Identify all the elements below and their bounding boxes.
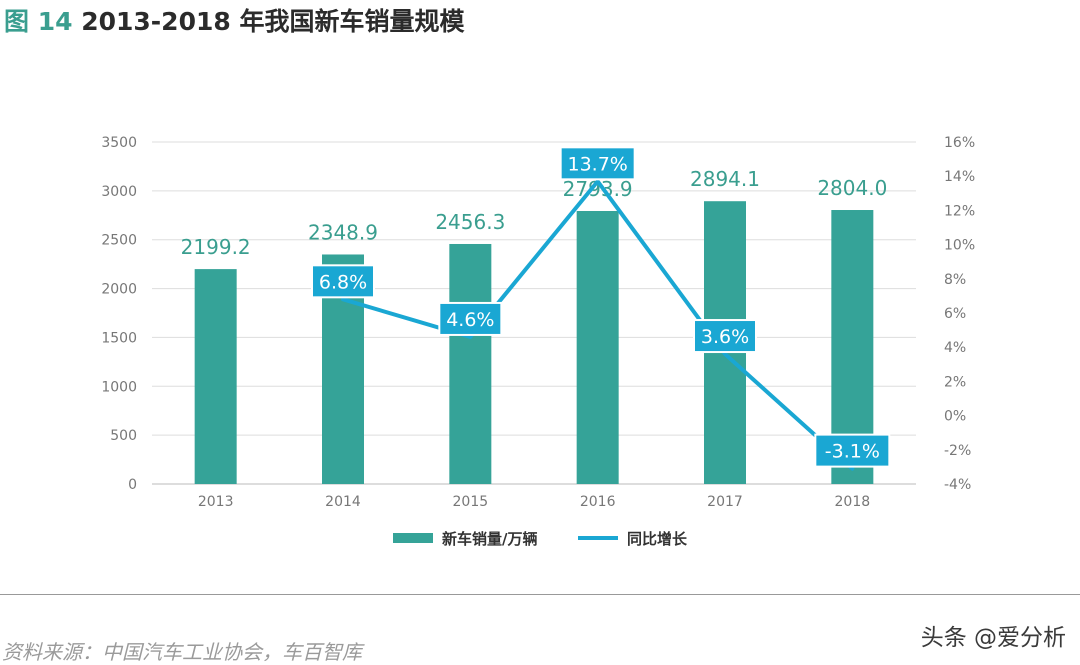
y-right-tick-label: 16% bbox=[944, 135, 975, 151]
title-text: 2013-2018 年我国新车销量规模 bbox=[81, 7, 465, 36]
bar-value-label: 2894.1 bbox=[690, 167, 760, 191]
x-tick-label: 2013 bbox=[198, 494, 234, 510]
growth-label-box bbox=[814, 433, 891, 468]
y-left-tick-label: 2000 bbox=[101, 282, 137, 298]
y-right-tick-label: 0% bbox=[944, 409, 966, 425]
watermark: 头条 @爱分析 bbox=[920, 625, 1066, 651]
bar bbox=[576, 210, 619, 484]
x-tick-label: 2017 bbox=[707, 494, 743, 510]
chart-title: 图 14 2013-2018 年我国新车销量规模 bbox=[4, 2, 464, 38]
x-tick-label: 2016 bbox=[580, 494, 616, 510]
y-right-tick-label: 10% bbox=[944, 238, 975, 254]
y-left-tick-label: 1500 bbox=[101, 330, 137, 346]
y-right-tick-label: 14% bbox=[944, 169, 975, 185]
growth-label: -3.1% bbox=[825, 441, 880, 463]
y-right-tick-label: 12% bbox=[944, 203, 975, 219]
x-tick-label: 2014 bbox=[325, 494, 361, 510]
y-right-tick-label: 4% bbox=[944, 340, 966, 356]
figure-number: 图 14 bbox=[4, 7, 73, 36]
bar-value-label: 2348.9 bbox=[308, 220, 378, 244]
divider bbox=[0, 594, 1080, 595]
growth-label-box bbox=[559, 146, 636, 181]
legend-bar-swatch bbox=[393, 533, 433, 543]
y-left-tick-label: 1000 bbox=[101, 379, 137, 395]
legend-line-label: 同比增长 bbox=[627, 530, 688, 548]
source-note: 资料来源：中国汽车工业协会，车百智库 bbox=[2, 640, 362, 664]
x-tick-label: 2018 bbox=[835, 494, 871, 510]
y-left-tick-label: 0 bbox=[128, 477, 137, 493]
growth-label: 3.6% bbox=[701, 326, 749, 348]
bar bbox=[194, 269, 237, 484]
y-left-tick-label: 2500 bbox=[101, 233, 137, 249]
growth-label-box bbox=[311, 264, 375, 299]
bar-value-label: 2199.2 bbox=[181, 235, 251, 259]
growth-label-box bbox=[438, 301, 503, 336]
y-left-tick-label: 3000 bbox=[101, 184, 137, 200]
bar-value-label: 2456.3 bbox=[435, 210, 505, 234]
growth-label: 4.6% bbox=[446, 309, 494, 331]
x-tick-label: 2015 bbox=[453, 494, 489, 510]
y-left-tick-label: 3500 bbox=[101, 135, 137, 151]
bar-value-label: 2804.0 bbox=[817, 176, 887, 200]
growth-label: 6.8% bbox=[319, 271, 367, 293]
growth-label-box bbox=[693, 319, 757, 354]
y-right-tick-label: 2% bbox=[944, 374, 966, 390]
y-left-tick-label: 500 bbox=[110, 428, 137, 444]
y-right-tick-label: 6% bbox=[944, 306, 966, 322]
y-right-tick-label: 8% bbox=[944, 272, 966, 288]
y-right-tick-label: -2% bbox=[944, 443, 971, 459]
bar bbox=[449, 243, 492, 484]
growth-line bbox=[341, 179, 855, 471]
y-right-tick-label: -4% bbox=[944, 477, 971, 493]
chart: 0 500 1000 1500 2000 2500 3000 3500 -4% -2% 0% 2% 4%… bbox=[101, 135, 975, 548]
legend-bar-label: 新车销量/万辆 bbox=[442, 530, 537, 548]
growth-label: 13.7% bbox=[567, 153, 627, 175]
